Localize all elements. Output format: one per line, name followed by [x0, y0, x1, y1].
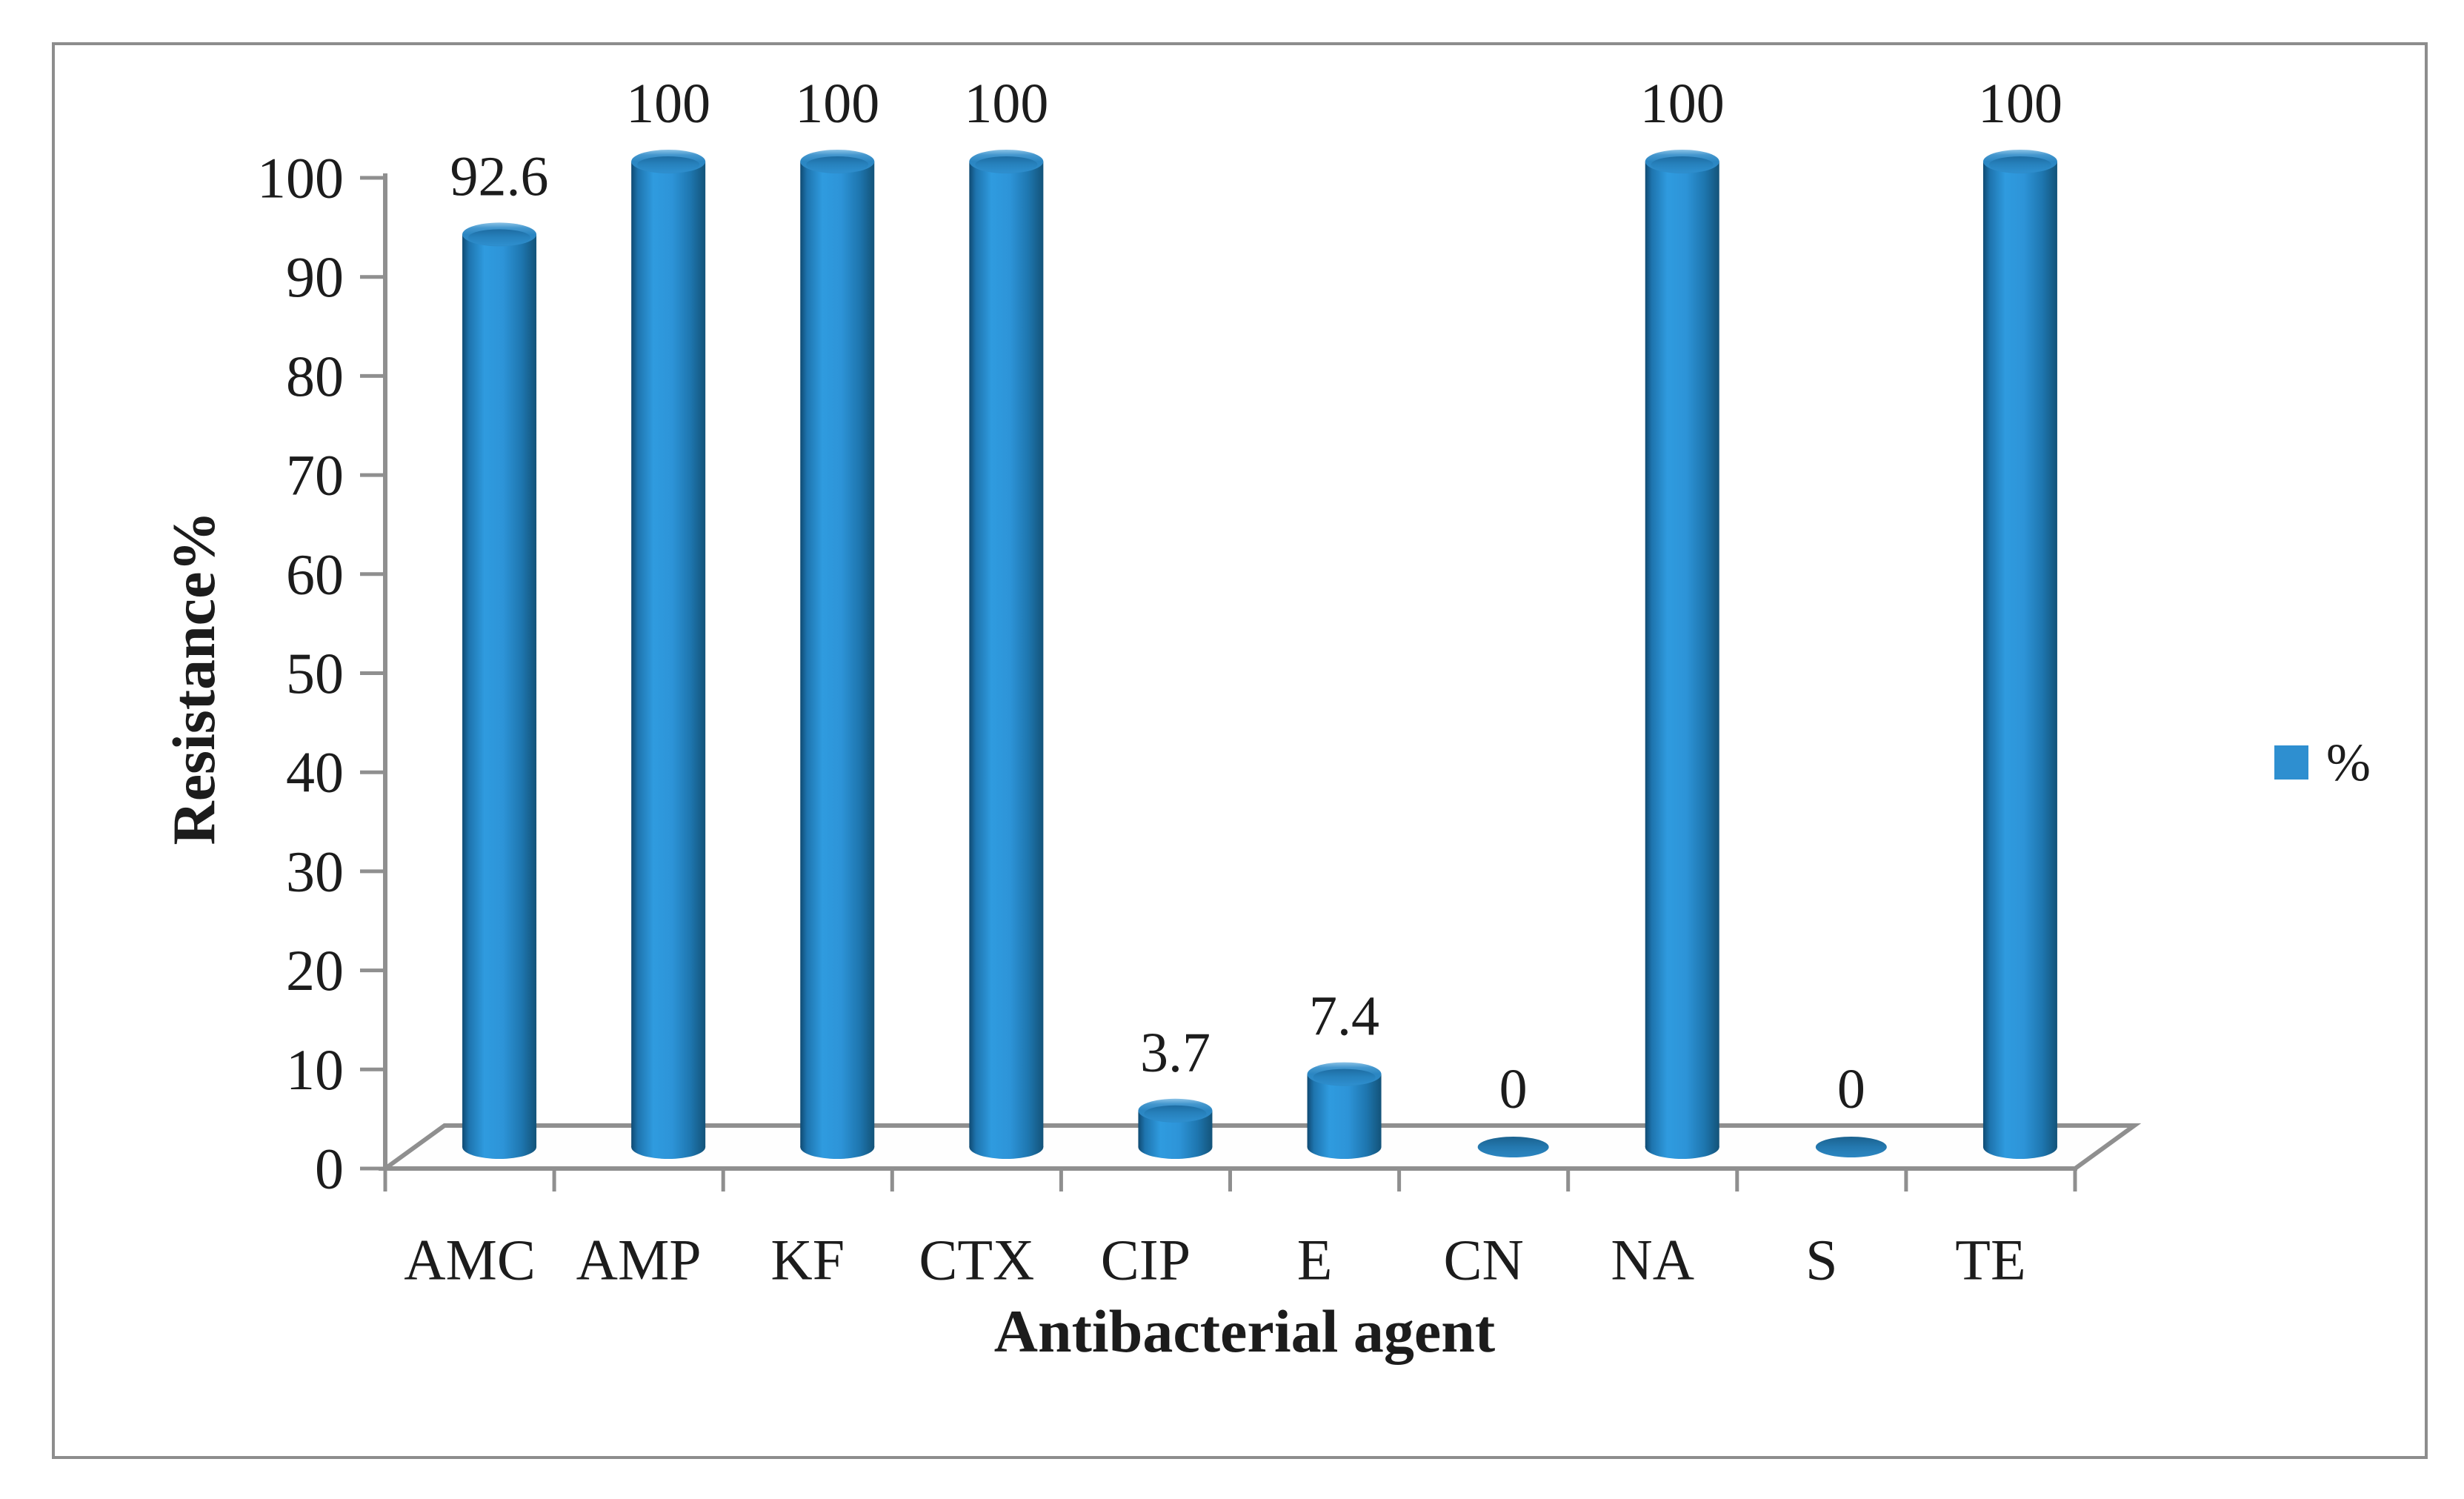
bar-flat-zero [1477, 1137, 1549, 1157]
category-label: NA [1611, 1228, 1694, 1292]
category-label: AMC [404, 1228, 536, 1292]
y-tick-label: 30 [286, 839, 344, 903]
x-axis-title: Antibacterial agent [993, 1297, 1496, 1365]
bar-cylinder [1645, 162, 1719, 1147]
data-label: 0 [1499, 1058, 1528, 1120]
y-tick-label: 70 [286, 443, 344, 508]
data-label: 7.4 [1309, 986, 1379, 1048]
y-tick-label: 90 [286, 245, 344, 309]
y-tick-label: 100 [257, 146, 344, 210]
y-tick-label: 10 [286, 1037, 344, 1102]
category-label: E [1297, 1228, 1333, 1292]
bar-cap-inner [1313, 1068, 1376, 1086]
legend-swatch-icon [2274, 745, 2308, 780]
category-label: S [1805, 1228, 1837, 1292]
bar-cylinder [800, 162, 875, 1147]
legend-label: % [2326, 733, 2371, 792]
data-label: 100 [795, 73, 879, 135]
bar-cylinder [631, 162, 706, 1147]
bar-cap-inner [975, 156, 1038, 173]
bar-cylinder [969, 162, 1044, 1147]
bar-cap-inner [1651, 156, 1714, 173]
category-label: CTX [919, 1228, 1034, 1292]
y-tick-label: 0 [315, 1137, 344, 1201]
y-tick-label: 20 [286, 938, 344, 1003]
bar-cap-inner [637, 156, 700, 173]
bar-cap-inner [1144, 1105, 1207, 1122]
data-label: 100 [1640, 73, 1725, 135]
category-label: TE [1955, 1228, 2025, 1292]
data-label: 100 [1978, 73, 2062, 135]
data-label: 0 [1837, 1058, 1865, 1120]
data-label: 92.6 [450, 145, 549, 207]
y-tick-label: 50 [286, 641, 344, 705]
y-tick-label: 60 [286, 542, 344, 606]
bar-cap-inner [1988, 156, 2051, 173]
category-label: CIP [1101, 1228, 1191, 1292]
data-label: 3.7 [1140, 1022, 1211, 1084]
bar-cylinder [1982, 162, 2057, 1147]
bar-cylinder [462, 234, 537, 1147]
bar-cap-inner [468, 229, 531, 246]
bar-flat-zero [1815, 1137, 1887, 1157]
y-axis-title: Resistance% [160, 511, 227, 845]
data-label: 100 [964, 73, 1048, 135]
category-label: AMP [576, 1228, 702, 1292]
legend: % [2274, 736, 2371, 789]
y-tick-label: 80 [286, 344, 344, 408]
data-label: 100 [626, 73, 710, 135]
category-label: CN [1443, 1228, 1523, 1292]
bar-cap-inner [806, 156, 869, 173]
category-label: KF [770, 1228, 845, 1292]
y-tick-label: 40 [286, 740, 344, 805]
bar-cylinder [1307, 1074, 1382, 1147]
